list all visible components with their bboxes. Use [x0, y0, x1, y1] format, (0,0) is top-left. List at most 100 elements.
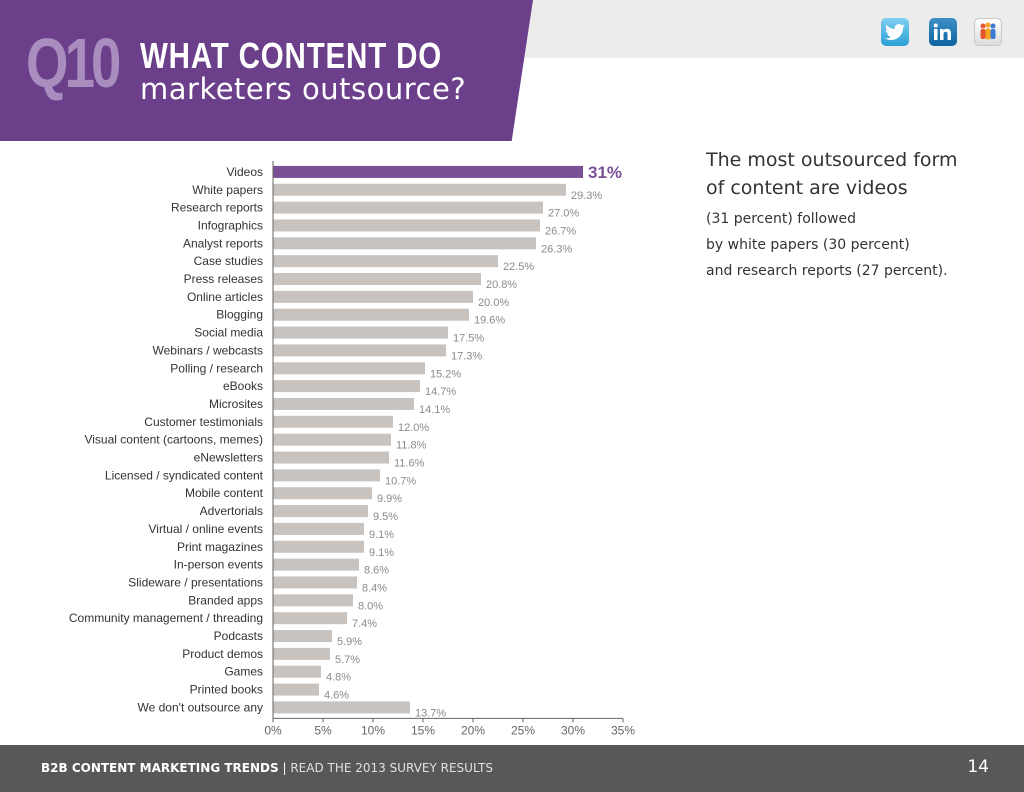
bar	[273, 290, 473, 303]
summary-body-line: and research reports (27 percent).	[706, 263, 948, 279]
bar	[273, 308, 469, 321]
category-label: Infographics	[198, 218, 263, 232]
category-label: Branded apps	[188, 593, 263, 607]
summary-body-line: by white papers (30 percent)	[706, 237, 910, 253]
summary-body-line: (31 percent) followed	[706, 211, 857, 227]
bar	[273, 165, 583, 178]
bar	[273, 362, 425, 375]
summary-headline-line: of content are videos	[706, 177, 908, 199]
bar	[273, 451, 389, 464]
value-label: 29.3%	[571, 190, 602, 202]
category-label: Webinars / webcasts	[153, 343, 264, 357]
category-label: Podcasts	[214, 629, 263, 643]
value-label: 8.6%	[364, 565, 389, 577]
category-label: Advertorials	[200, 504, 263, 518]
category-label: White papers	[192, 183, 263, 197]
bar	[273, 647, 330, 660]
bar	[273, 380, 420, 393]
summary-headline-line: The most outsourced form	[706, 149, 958, 171]
bar	[273, 505, 368, 518]
x-tick-label: 30%	[561, 723, 585, 737]
x-tick-label: 35%	[611, 723, 635, 737]
category-label: Customer testimonials	[144, 415, 263, 429]
category-label: Mobile content	[185, 486, 264, 500]
bar	[273, 683, 319, 696]
footer-cta-link[interactable]: READ THE 2013 SURVEY RESULTS	[290, 761, 493, 775]
category-label: Visual content (cartoons, memes)	[84, 433, 263, 447]
value-label: 17.3%	[451, 350, 482, 362]
linkedin-icon[interactable]	[929, 18, 957, 46]
footer-brand: B2B CONTENT MARKETING TRENDS	[41, 761, 279, 775]
category-label: Case studies	[194, 254, 263, 268]
category-label: Online articles	[187, 290, 263, 304]
value-label: 17.5%	[453, 333, 484, 345]
footer-separator: |	[282, 761, 287, 775]
category-label: Print magazines	[177, 540, 263, 554]
bar	[273, 522, 364, 535]
value-label: 26.7%	[545, 225, 576, 237]
x-tick-label: 25%	[511, 723, 535, 737]
bar	[273, 594, 353, 607]
bar	[273, 255, 498, 268]
x-tick-label: 0%	[264, 723, 282, 737]
value-label: 31%	[588, 163, 622, 182]
value-label: 9.5%	[373, 511, 398, 523]
category-label: Polling / research	[170, 361, 263, 375]
value-label: 13.7%	[415, 707, 446, 719]
category-label: Games	[224, 665, 263, 679]
value-label: 8.0%	[358, 600, 383, 612]
summary-body: (31 percent) followed by white papers (3…	[706, 206, 1006, 284]
value-label: 7.4%	[352, 618, 377, 630]
value-label: 14.1%	[419, 404, 450, 416]
value-label: 11.6%	[394, 458, 425, 470]
bar	[273, 540, 364, 553]
bar	[273, 558, 359, 571]
category-label: In-person events	[174, 558, 263, 572]
x-tick-label: 20%	[461, 723, 485, 737]
bar	[273, 273, 481, 286]
value-label: 14.7%	[425, 386, 456, 398]
value-label: 26.3%	[541, 243, 572, 255]
category-label: Social media	[194, 326, 263, 340]
bar	[273, 415, 393, 428]
bar	[273, 397, 414, 410]
value-label: 8.4%	[362, 582, 387, 594]
category-label: Virtual / online events	[148, 522, 263, 536]
bar	[273, 469, 380, 482]
bar	[273, 219, 540, 232]
footer-text: B2B CONTENT MARKETING TRENDS | READ THE …	[41, 761, 493, 775]
value-label: 5.9%	[337, 636, 362, 648]
bar	[273, 326, 448, 339]
summary-text: The most outsourced form of content are …	[706, 146, 1006, 284]
category-label: Licensed / syndicated content	[105, 468, 264, 482]
bar	[273, 701, 410, 714]
category-label: Printed books	[190, 683, 263, 697]
value-label: 4.8%	[326, 672, 351, 684]
page-subtitle: marketers outsource?	[140, 72, 467, 106]
x-tick-label: 15%	[411, 723, 435, 737]
bar	[273, 201, 543, 214]
bar	[273, 576, 357, 589]
bar	[273, 630, 332, 643]
value-label: 5.7%	[335, 654, 360, 666]
page-title: WHAT CONTENT DO	[140, 35, 443, 76]
share-icon[interactable]	[974, 18, 1002, 46]
value-label: 20.0%	[478, 297, 509, 309]
value-label: 27.0%	[548, 208, 579, 220]
value-label: 15.2%	[430, 368, 461, 380]
value-label: 20.8%	[486, 279, 517, 291]
bar	[273, 665, 321, 678]
bar-chart: Videos 31% White papers 29.3% Research repor…	[69, 161, 635, 737]
bar	[273, 487, 372, 500]
category-label: Videos	[227, 165, 263, 179]
bar	[273, 344, 446, 357]
bar	[273, 183, 566, 196]
category-label: Blogging	[216, 308, 263, 322]
category-label: Slideware / presentations	[128, 575, 263, 589]
category-label: Community management / threading	[69, 611, 263, 625]
value-label: 19.6%	[474, 315, 505, 327]
x-tick-label: 5%	[314, 723, 332, 737]
value-label: 12.0%	[398, 422, 429, 434]
value-label: 9.1%	[369, 529, 394, 541]
twitter-icon[interactable]	[881, 18, 909, 46]
